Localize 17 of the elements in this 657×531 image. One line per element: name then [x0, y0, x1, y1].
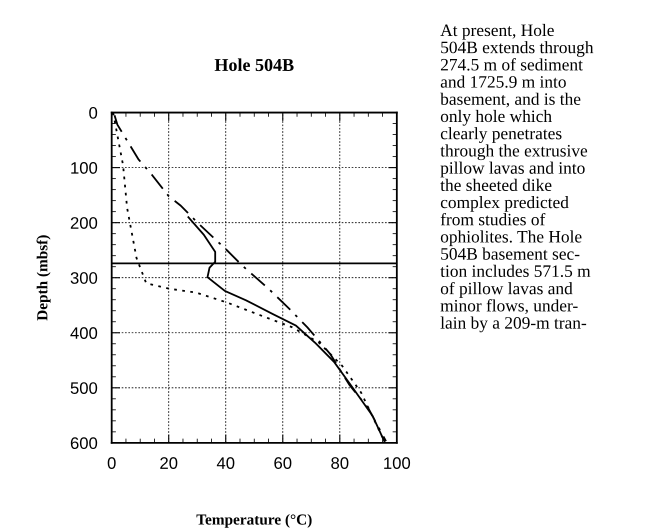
x-tick-label: 60 [274, 457, 292, 469]
x-tick-label: 20 [160, 457, 178, 469]
y-tick-label: 300 [70, 272, 98, 284]
chart-title: Hole 504B [214, 58, 294, 72]
x-tick-label: 40 [216, 457, 234, 469]
y-axis-title: Depth (mbsf) [36, 235, 51, 321]
y-tick-label: 400 [70, 327, 98, 339]
x-tick-label: 80 [331, 457, 348, 469]
text: At present, Hole 504B extends through 274.5 m of sediment and 1725.9 m into basement, and is the only hole which clearly penetrates through the extrusive pillow lavas and into the sheeted dike complex predicted from studies of ophiolites. The Hole 504B basement sec- tion includes 571.5 m of pillow lavas and minor flows, under- lain by a 209-m tran- [440, 24, 594, 332]
y-tick-label: 200 [70, 217, 98, 229]
y-tick-label: 600 [70, 437, 98, 450]
x-tick-label: 0 [108, 457, 116, 469]
y-tick-label: 100 [71, 162, 98, 174]
x-tick-label: 100 [384, 457, 410, 469]
y-tick-label: 500 [70, 382, 98, 394]
y-tick-label: 0 [89, 106, 98, 119]
x-axis-title: Temperature (°C) [196, 514, 312, 528]
